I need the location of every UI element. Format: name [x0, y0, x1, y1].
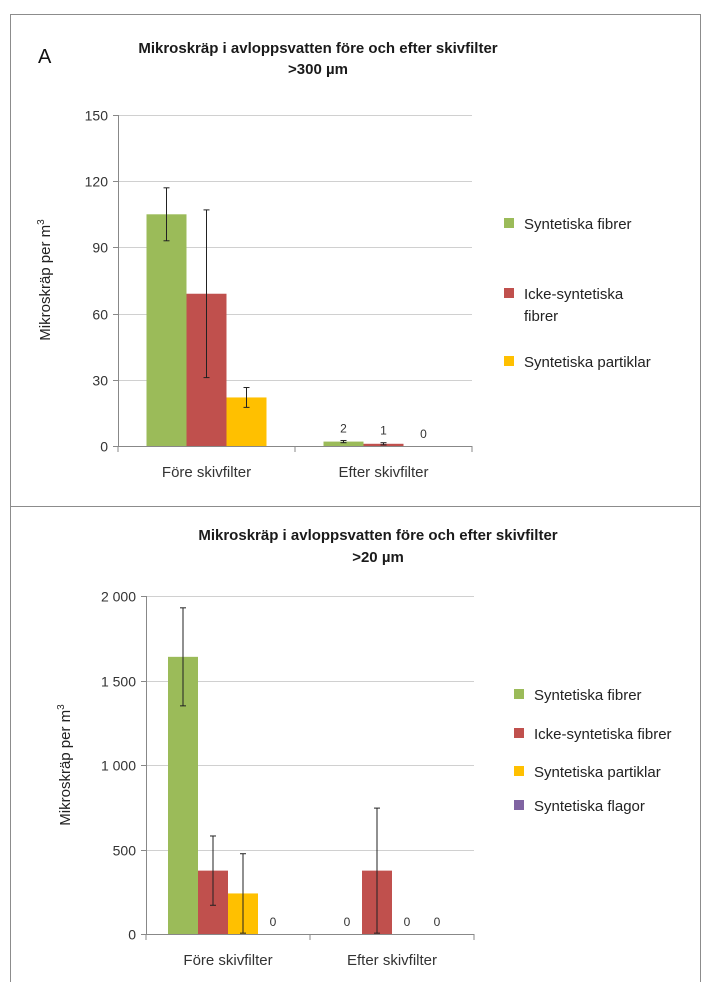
legend-label: Icke-syntetiska fibrer — [534, 726, 672, 743]
y-axis-label-superscript: 3 — [56, 704, 67, 710]
data-label: 0 — [404, 915, 411, 929]
legend-swatch — [514, 728, 524, 738]
legend-label: Syntetiska fibrer — [524, 216, 632, 233]
data-label: 0 — [270, 915, 277, 929]
y-axis-label-superscript: 3 — [36, 219, 47, 225]
data-label: 1 — [380, 424, 387, 438]
y-tick-label: 30 — [92, 373, 108, 389]
x-category-label: Efter skivfilter — [347, 952, 437, 969]
plot-area-bottom: 0 500 1 000 1 500 2 000 Mikroskräp per m3 Före… — [56, 589, 672, 970]
y-tick-label: 120 — [85, 174, 109, 190]
legend-swatch — [514, 689, 524, 699]
legend-label: Syntetiska partiklar — [524, 354, 651, 371]
legend-swatch — [504, 218, 514, 228]
legend-label: Icke-syntetiska — [524, 286, 624, 303]
legend-label: Syntetiska partiklar — [534, 764, 661, 781]
legend-swatch — [514, 766, 524, 776]
y-tick-label: 1 000 — [101, 758, 136, 774]
x-category-label: Efter skivfilter — [338, 464, 428, 481]
data-label: 2 — [340, 421, 347, 435]
bar — [323, 441, 364, 446]
chart-title-top: Mikroskräp i avloppsvatten före och efte… — [138, 40, 497, 57]
x-category-label: Före skivfilter — [162, 464, 251, 481]
panel-frame-top — [10, 14, 701, 507]
y-tick-label: 2 000 — [101, 589, 136, 605]
panel-frame-bottom — [10, 506, 701, 982]
y-tick-label: 1 500 — [101, 674, 136, 690]
y-tick-label: 90 — [92, 240, 108, 256]
legend-swatch — [504, 356, 514, 366]
legend-label: Syntetiska fibrer — [534, 687, 642, 704]
chart-subtitle-bottom: >20 µm — [352, 549, 404, 566]
bar — [146, 214, 187, 446]
y-axis-label: Mikroskräp per m3 — [56, 704, 74, 826]
y-tick-label: 0 — [128, 927, 136, 943]
chart-title-bottom: Mikroskräp i avloppsvatten före och efte… — [198, 527, 557, 544]
y-axis-label: Mikroskräp per m3 — [36, 219, 54, 341]
y-tick-label: 60 — [92, 307, 108, 323]
data-label: 0 — [344, 915, 351, 929]
legend-swatch — [504, 288, 514, 298]
y-tick-label: 500 — [113, 843, 137, 859]
data-label: 0 — [434, 915, 441, 929]
y-tick-label: 150 — [85, 108, 109, 124]
legend-label: Syntetiska flagor — [534, 798, 645, 815]
legend-label: fibrer — [524, 308, 558, 325]
y-tick-label: 0 — [100, 439, 108, 455]
panel-label: A — [38, 46, 52, 68]
chart-subtitle-top: >300 µm — [288, 61, 348, 78]
data-label: 0 — [420, 427, 427, 441]
legend-swatch — [514, 800, 524, 810]
x-category-label: Före skivfilter — [183, 952, 272, 969]
